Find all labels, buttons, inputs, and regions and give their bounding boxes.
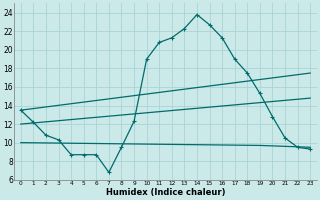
X-axis label: Humidex (Indice chaleur): Humidex (Indice chaleur) bbox=[106, 188, 225, 197]
